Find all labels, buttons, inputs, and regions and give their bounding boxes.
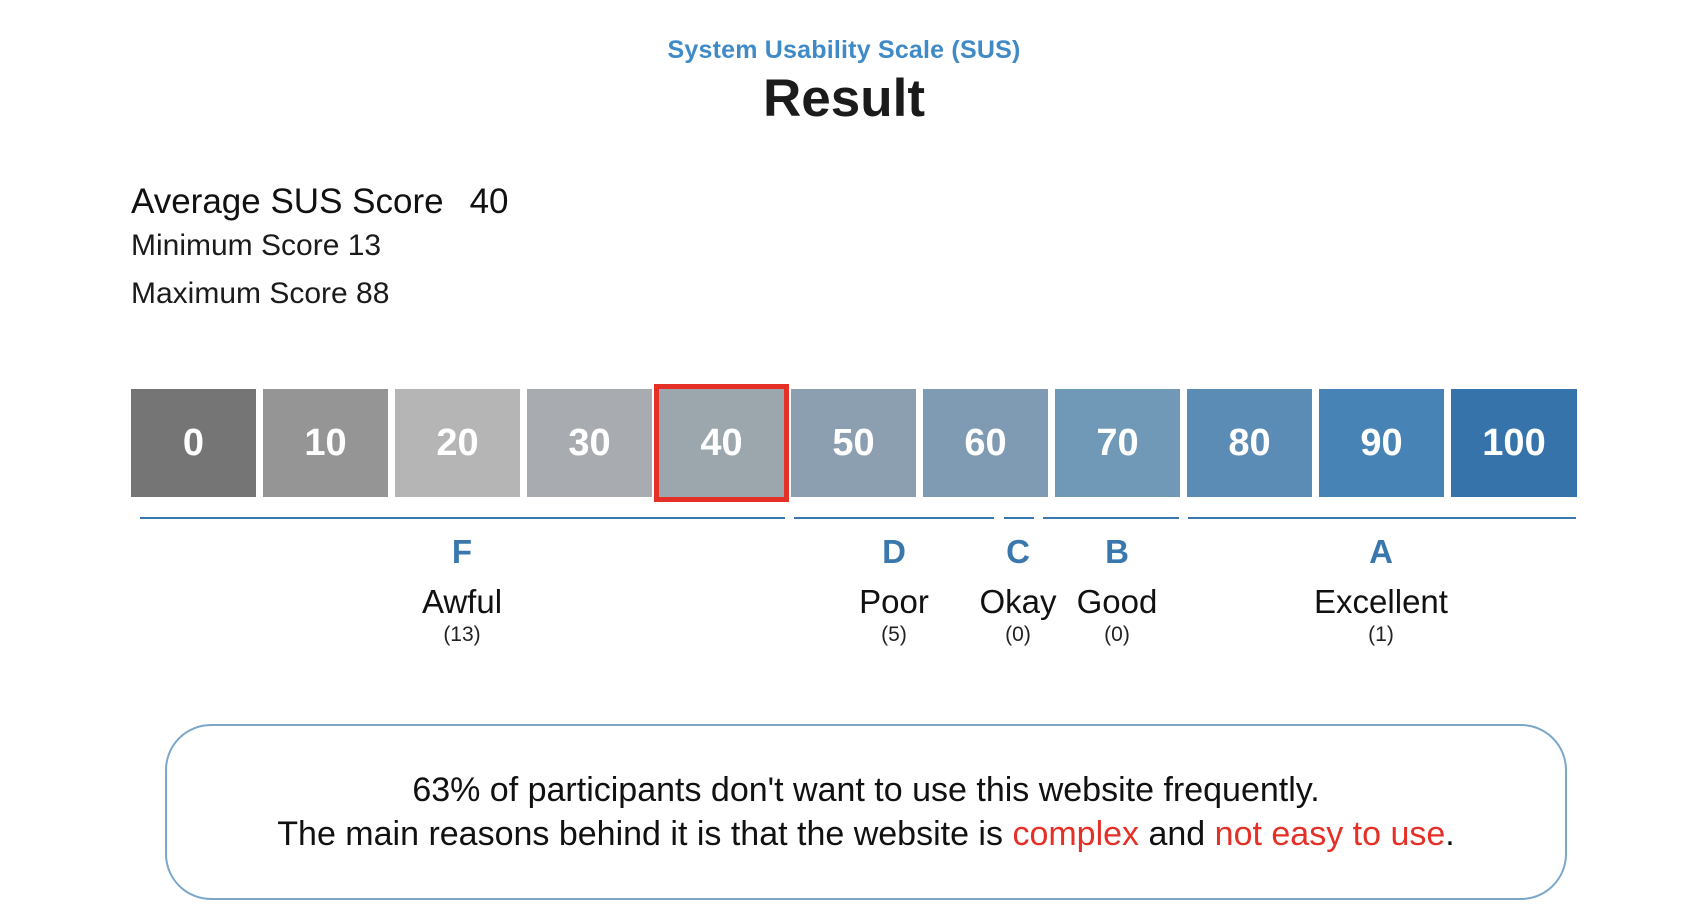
page-title: Result [763, 69, 925, 128]
grade-label: Good [1076, 583, 1158, 620]
grade-d-bracket [794, 517, 994, 519]
grade-count: (0) [1104, 623, 1130, 646]
grade-a-bracket [1188, 517, 1576, 519]
grade-c-bracket [1004, 517, 1034, 519]
grade-count: (5) [881, 623, 907, 646]
average-score-label: Average SUS Score [131, 182, 444, 221]
grade-b: B Good (0) [1017, 532, 1217, 648]
minimum-score: Minimum Score 13 [131, 229, 382, 262]
summary-suffix: . [1445, 815, 1455, 853]
score-stats: Average SUS Score 40 Minimum Score 13 Max… [131, 182, 509, 318]
scale-cell-100: 100 [1451, 389, 1577, 497]
grade-label: Okay [979, 583, 1057, 620]
scale-cell-0: 0 [131, 389, 256, 497]
grade-b-bracket [1043, 517, 1179, 519]
grade-letter: F [451, 533, 473, 570]
scale-cell-10: 10 [263, 389, 388, 497]
average-score: Average SUS Score 40 [131, 182, 509, 222]
scale-cell-30: 30 [527, 389, 652, 497]
grade-count: (0) [1005, 623, 1031, 646]
grade-label: Awful [421, 583, 503, 620]
grade-count: (13) [443, 623, 481, 646]
grade-d: D Poor (5) [794, 532, 994, 648]
grade-letter: A [1369, 533, 1393, 570]
summary-message-box: 63% of participants don't want to use th… [165, 724, 1567, 900]
highlight-complex: complex [1012, 815, 1140, 853]
grade-count: (1) [1368, 623, 1394, 646]
grade-letter: C [1006, 533, 1030, 570]
maximum-score: Maximum Score 88 [131, 277, 390, 310]
summary-line-2-prefix: The main reasons behind it is that the w… [277, 815, 1013, 853]
highlight-not-easy: not easy to use [1214, 815, 1446, 853]
grade-a: A Excellent (1) [1281, 532, 1481, 648]
grade-c: C Okay (0) [918, 532, 1118, 648]
scale-cell-50: 50 [791, 389, 916, 497]
sus-scale: 0 10 20 30 40 50 60 70 80 90 100 [131, 384, 1577, 502]
summary-line-2: The main reasons behind it is that the w… [277, 812, 1454, 856]
grade-letter: D [882, 533, 906, 570]
grade-f: F Awful (13) [362, 532, 562, 648]
page-subtitle: System Usability Scale (SUS) [667, 36, 1021, 64]
grade-f-bracket [140, 517, 785, 519]
grade-label: Excellent [1314, 583, 1448, 620]
scale-cell-40: 40 [654, 384, 789, 502]
grade-label: Poor [859, 583, 929, 620]
scale-cell-80: 80 [1187, 389, 1312, 497]
scale-cell-70: 70 [1055, 389, 1180, 497]
scale-cell-20: 20 [395, 389, 520, 497]
summary-line-1: 63% of participants don't want to use th… [412, 771, 1320, 809]
scale-cell-60: 60 [923, 389, 1048, 497]
average-score-value: 40 [469, 182, 509, 221]
scale-cell-90: 90 [1319, 389, 1444, 497]
summary-connector: and [1139, 815, 1215, 853]
grade-letter: B [1105, 533, 1129, 570]
